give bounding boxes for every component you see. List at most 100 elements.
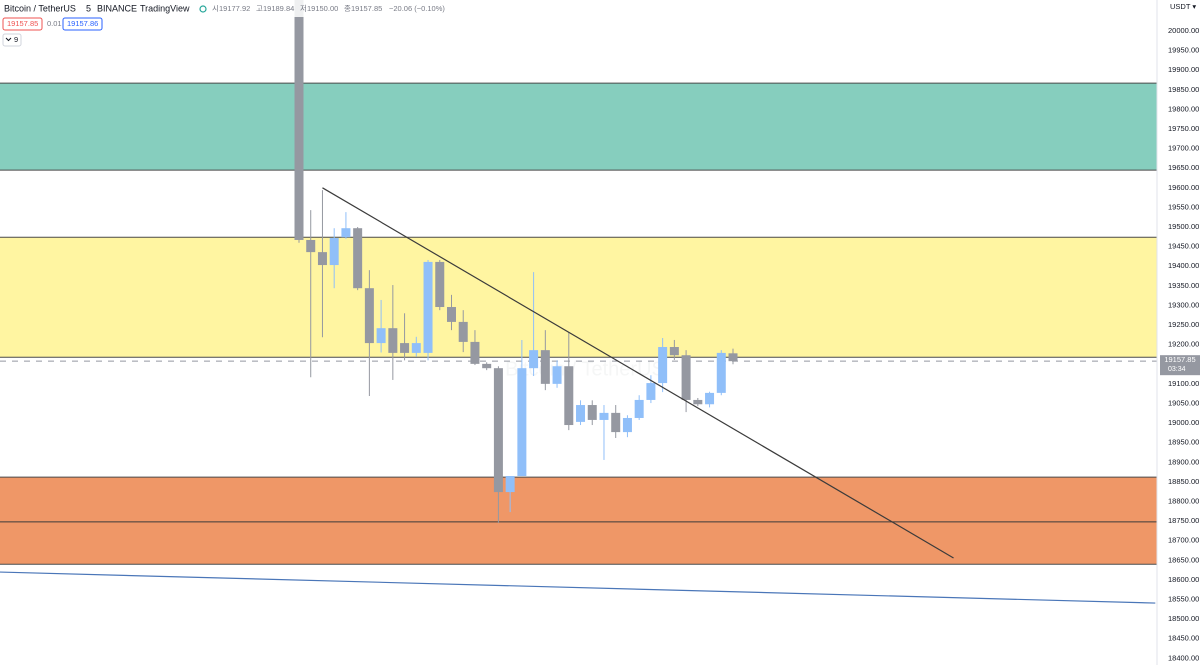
y-tick-label: 19000.00: [1168, 418, 1199, 427]
candle-body: [400, 343, 410, 353]
y-tick-label: 19300.00: [1168, 300, 1199, 309]
y-tick-label: 19200.00: [1168, 340, 1199, 349]
ohlc-key: 고: [256, 4, 263, 13]
bid-box[interactable]: [2, 17, 43, 31]
candle-body: [576, 405, 586, 422]
zone: [0, 477, 1157, 565]
candle-body: [693, 399, 703, 405]
candle-body: [517, 368, 527, 477]
header: Bitcoin / TetherUS 5 BINANCE TradingView 시 19…: [0, 0, 480, 47]
y-tick-label: 18850.00: [1168, 477, 1199, 486]
candle-body: [458, 321, 468, 342]
y-tick-label: 19100.00: [1168, 379, 1199, 388]
candle-body: [705, 392, 715, 405]
y-tick-label: 18550.00: [1168, 595, 1199, 604]
y-tick-label: 19450.00: [1168, 242, 1199, 251]
y-tick-label: 19650.00: [1168, 163, 1199, 172]
ohlc-value: 19157.85: [351, 4, 382, 13]
y-tick-label: 19850.00: [1168, 85, 1199, 94]
price-axis: 18747.9918400.0018450.0018500.0018550.00…: [1156, 0, 1200, 665]
candle-body: [435, 261, 445, 308]
y-tick-label: 19400.00: [1168, 261, 1199, 270]
interval: 5: [86, 3, 91, 13]
exchange: BINANCE: [97, 3, 137, 13]
ohlc-key: 종: [344, 4, 351, 13]
last-price-label: 19157.85: [1164, 355, 1195, 364]
candle-body: [306, 239, 316, 253]
candle-body: [505, 476, 515, 493]
y-tick-label: 19250.00: [1168, 320, 1199, 329]
status-dot: [199, 5, 207, 13]
symbol: Bitcoin / TetherUS: [4, 3, 76, 13]
candle-body: [634, 399, 644, 418]
currency-bg: [1158, 0, 1200, 14]
candle-body: [599, 412, 609, 420]
y-tick-label: 19700.00: [1168, 144, 1199, 153]
candle-body: [423, 261, 433, 353]
candle-body: [728, 353, 738, 362]
zone: [0, 83, 1157, 171]
y-tick-label: 19500.00: [1168, 222, 1199, 231]
y-tick-label: 18800.00: [1168, 496, 1199, 505]
y-tick-label: 19350.00: [1168, 281, 1199, 290]
y-tick-label: 18700.00: [1168, 536, 1199, 545]
y-tick-label: 18950.00: [1168, 438, 1199, 447]
y-tick-label: 19550.00: [1168, 202, 1199, 211]
candle-body: [669, 347, 679, 356]
y-tick-label: 18600.00: [1168, 575, 1199, 584]
candle-body: [529, 350, 539, 369]
y-tick-label: 18650.00: [1168, 555, 1199, 564]
trend-line: [0, 571, 1156, 604]
ohlc-value: 19189.84: [263, 4, 294, 13]
y-tick-label: 19600.00: [1168, 183, 1199, 192]
candle-body: [388, 328, 398, 353]
trend-line: [322, 187, 954, 559]
candle-body: [329, 238, 339, 266]
candle-body: [611, 412, 621, 433]
candle-body: [341, 228, 351, 238]
y-tick-label: 19050.00: [1168, 398, 1199, 407]
y-tick-label: 19950.00: [1168, 46, 1199, 55]
spread: 0.01: [47, 19, 62, 28]
candle-body: [716, 352, 726, 393]
candle-body: [493, 368, 503, 493]
currency-button[interactable]: USDT ▾: [1170, 2, 1196, 11]
y-tick-label: 18400.00: [1168, 653, 1199, 662]
indicator-box[interactable]: [2, 33, 22, 47]
axis-bg: [1157, 0, 1200, 665]
candle-body: [376, 328, 386, 344]
y-tick-label: 18450.00: [1168, 634, 1199, 643]
change: −20.06 (−0.10%): [389, 4, 445, 13]
ask-box[interactable]: [62, 17, 103, 31]
chevron: [5, 37, 12, 42]
candle-body: [681, 355, 691, 400]
zone: [0, 237, 1157, 358]
ohlc-value: 19177.92: [219, 4, 250, 13]
candle-body: [364, 288, 374, 344]
y-tick-label: 18500.00: [1168, 614, 1199, 623]
ohlc-key: 저: [300, 4, 307, 13]
plot-area: BTCUSDT, 5Bitcoin / TetherUS: [0, 0, 1157, 604]
candle-body: [470, 341, 480, 364]
y-tick-label: 20000.00: [1168, 26, 1199, 35]
candle-body: [646, 383, 656, 400]
candle-body: [622, 417, 632, 433]
candle-body: [587, 405, 597, 420]
ohlc-key: 시: [212, 4, 219, 13]
bid[interactable]: 19157.85: [7, 19, 38, 28]
candle-body: [658, 347, 668, 384]
indicator-count[interactable]: 9: [14, 35, 18, 44]
countdown: 03:34: [1168, 366, 1186, 373]
candle-body: [482, 363, 492, 369]
y-tick-label: 18750.00: [1168, 516, 1199, 525]
candle-body: [446, 307, 456, 322]
candle-body: [411, 343, 421, 353]
y-tick-label: 19800.00: [1168, 104, 1199, 113]
y-tick-label: 19750.00: [1168, 124, 1199, 133]
candle-body: [294, 0, 304, 240]
candle-body: [552, 366, 562, 384]
ask[interactable]: 19157.86: [67, 19, 98, 28]
last-price-box: [1160, 355, 1200, 376]
y-tick-label: 18900.00: [1168, 457, 1199, 466]
